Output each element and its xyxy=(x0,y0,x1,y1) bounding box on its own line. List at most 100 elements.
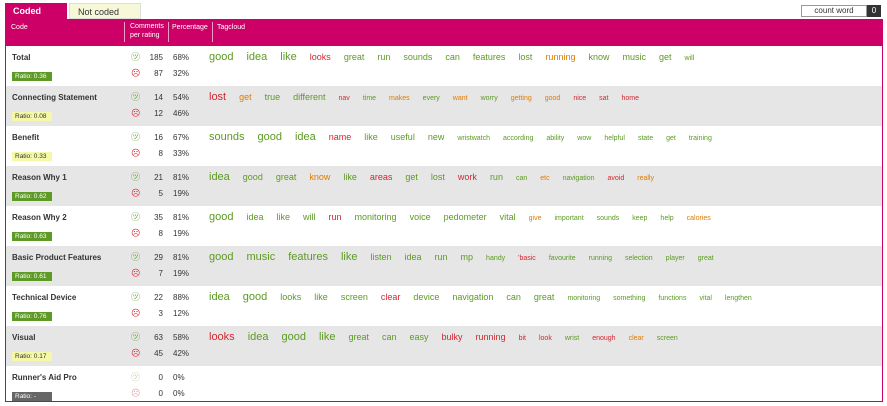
tag-word[interactable]: music xyxy=(246,251,276,263)
table-row[interactable]: Total Ratio: 0.36 ㋡ 185 68% ☹ 87 32% good idea lik… xyxy=(6,46,882,86)
tag-word[interactable]: wristwatch xyxy=(457,135,491,142)
tag-word[interactable]: getting xyxy=(510,95,532,102)
tag-word[interactable]: good xyxy=(242,291,268,303)
table-row[interactable]: Reason Why 2 Ratio: 0.63 ㋡ 35 81% ☹ 8 19% good id… xyxy=(6,206,882,246)
tag-word[interactable]: running xyxy=(588,255,613,262)
tag-word[interactable]: good xyxy=(209,51,234,63)
tag-word[interactable]: enough xyxy=(592,335,616,342)
tag-word[interactable]: sat xyxy=(599,95,609,102)
tag-word[interactable]: according xyxy=(503,135,534,142)
tag-word[interactable]: will xyxy=(303,212,316,222)
tag-word[interactable]: different xyxy=(293,92,326,102)
tag-word[interactable]: favourite xyxy=(548,255,576,262)
tag-word[interactable]: good xyxy=(257,131,282,143)
tag-word[interactable]: want xyxy=(452,95,468,102)
tag-word[interactable]: music xyxy=(622,52,646,62)
tag-word[interactable]: like xyxy=(318,331,336,343)
tag-word[interactable]: looks xyxy=(309,52,331,62)
tag-word[interactable]: good xyxy=(242,172,263,182)
tag-word[interactable]: great xyxy=(275,172,297,182)
tag-word[interactable]: features xyxy=(288,251,328,263)
tag-word[interactable]: keep xyxy=(632,215,648,222)
tag-word[interactable]: listen xyxy=(370,252,392,262)
tag-word[interactable]: home xyxy=(621,95,640,102)
tag-word[interactable]: looks xyxy=(209,331,235,343)
tag-word[interactable]: great xyxy=(348,332,369,342)
tag-word[interactable]: like xyxy=(280,51,297,63)
tag-word[interactable]: sounds xyxy=(596,215,620,222)
tag-word[interactable]: good xyxy=(544,95,561,102)
tag-word[interactable]: screen xyxy=(340,292,368,302)
tag-word[interactable]: 'basic xyxy=(518,255,536,262)
tag-word[interactable]: navigation xyxy=(562,175,595,182)
tag-word[interactable]: vital xyxy=(499,212,516,222)
tag-word[interactable]: state xyxy=(637,135,654,142)
tag-word[interactable]: clear xyxy=(380,292,401,302)
tag-word[interactable]: looks xyxy=(280,292,302,302)
tag-word[interactable]: important xyxy=(554,215,584,222)
tag-word[interactable]: ability xyxy=(546,135,565,142)
tag-word[interactable]: good xyxy=(209,211,234,223)
count-word-button[interactable]: count word xyxy=(801,5,867,17)
tag-word[interactable]: useful xyxy=(390,132,415,142)
tag-word[interactable]: features xyxy=(472,52,506,62)
tag-word[interactable]: player xyxy=(665,255,685,262)
table-row[interactable]: Basic Product Features Ratio: 0.61 ㋡ 29 81% ☹… xyxy=(6,246,882,286)
tag-word[interactable]: pedometer xyxy=(443,212,487,222)
tag-word[interactable]: lost xyxy=(518,52,533,62)
tag-word[interactable]: like xyxy=(276,212,291,222)
tag-word[interactable]: functions xyxy=(658,295,687,302)
tag-word[interactable]: can xyxy=(382,332,397,342)
tag-word[interactable]: running xyxy=(545,52,576,62)
tag-word[interactable]: helpful xyxy=(604,135,625,142)
tag-word[interactable]: bit xyxy=(518,335,526,342)
tag-word[interactable]: idea xyxy=(294,131,316,143)
tag-word[interactable]: like xyxy=(364,132,378,142)
tag-word[interactable]: true xyxy=(264,92,281,102)
tag-word[interactable]: etc xyxy=(540,175,550,182)
tag-word[interactable]: run xyxy=(434,252,448,262)
tag-word[interactable]: know xyxy=(588,52,610,62)
tag-word[interactable]: idea xyxy=(246,212,264,222)
tag-word[interactable]: selection xyxy=(625,255,653,262)
tag-word[interactable]: will xyxy=(684,55,695,62)
tag-word[interactable]: give xyxy=(528,215,542,222)
tag-word[interactable]: sounds xyxy=(403,52,433,62)
tag-word[interactable]: run xyxy=(377,52,391,62)
tag-word[interactable]: lost xyxy=(209,91,227,103)
tab-coded-areas[interactable]: Coded areas xyxy=(5,3,67,32)
tag-word[interactable]: clear xyxy=(628,335,644,342)
tag-word[interactable]: calories xyxy=(686,215,711,222)
tag-word[interactable]: wow xyxy=(577,135,592,142)
tab-not-coded-areas[interactable]: Not coded areas xyxy=(69,3,141,33)
tag-word[interactable]: training xyxy=(688,135,712,142)
tag-word[interactable]: nice xyxy=(573,95,587,102)
tag-word[interactable]: run xyxy=(328,212,342,222)
tag-word[interactable]: can xyxy=(506,292,521,302)
tag-word[interactable]: like xyxy=(314,292,328,302)
tag-word[interactable]: time xyxy=(362,95,377,102)
tag-word[interactable]: handy xyxy=(486,255,506,262)
tag-word[interactable]: mp xyxy=(460,252,474,262)
tag-word[interactable]: get xyxy=(239,92,252,102)
tag-word[interactable]: like xyxy=(343,172,357,182)
tag-word[interactable]: vital xyxy=(699,295,712,302)
tag-word[interactable]: idea xyxy=(247,331,269,343)
table-row[interactable]: Visual Ratio: 0.17 ㋡ 63 58% ☹ 45 42% looks idea go… xyxy=(6,326,882,366)
tag-word[interactable]: monitoring xyxy=(567,295,601,302)
tag-word[interactable]: screen xyxy=(656,335,678,342)
tag-word[interactable]: get xyxy=(405,172,418,182)
tag-word[interactable]: lost xyxy=(430,172,445,182)
table-row[interactable]: Technical Device Ratio: 0.76 ㋡ 22 88% ☹ 3 12% id… xyxy=(6,286,882,326)
tag-word[interactable]: get xyxy=(659,52,672,62)
tag-word[interactable]: avoid xyxy=(607,175,625,182)
tag-word[interactable]: idea xyxy=(209,291,230,303)
tag-word[interactable]: device xyxy=(413,292,440,302)
tag-word[interactable]: idea xyxy=(246,51,268,63)
tag-word[interactable]: can xyxy=(445,52,460,62)
tag-word[interactable]: new xyxy=(427,132,445,142)
tag-word[interactable]: like xyxy=(340,251,358,263)
tag-word[interactable]: nav xyxy=(338,95,350,102)
tag-word[interactable]: good xyxy=(209,251,234,263)
tag-word[interactable]: lengthen xyxy=(724,295,752,302)
